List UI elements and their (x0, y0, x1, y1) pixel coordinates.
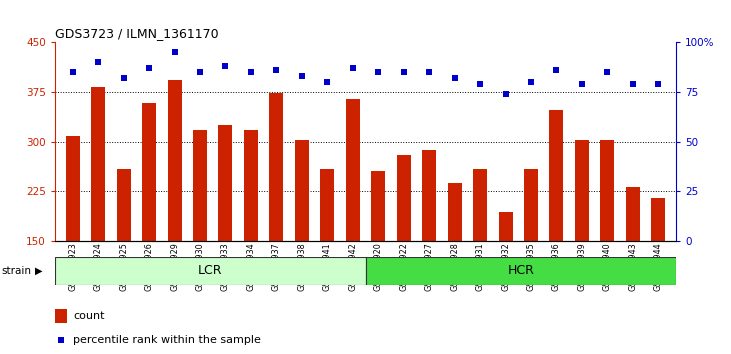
Point (322, 79, 333, 85)
Bar (397, 155, 411, 241)
Point (449, 75, 461, 81)
Point (653, 81, 664, 87)
Point (194, 69, 206, 75)
Text: GDS3723 / ILMN_1361170: GDS3723 / ILMN_1361170 (55, 27, 219, 40)
Point (245, 69, 257, 75)
Point (602, 69, 613, 75)
Bar (473, 169, 487, 241)
Bar (91, 87, 105, 241)
Bar (346, 99, 360, 241)
Bar (600, 140, 615, 241)
Point (550, 67, 562, 73)
Point (500, 91, 512, 97)
Bar (244, 130, 258, 241)
Point (474, 81, 486, 87)
Text: HCR: HCR (507, 264, 534, 277)
Point (219, 63, 231, 69)
Bar (295, 140, 308, 241)
Point (67, 69, 78, 75)
Bar (142, 103, 156, 241)
Point (627, 81, 639, 87)
Bar (447, 183, 462, 241)
Point (55, 337, 67, 343)
Point (296, 73, 308, 79)
Text: percentile rank within the sample: percentile rank within the sample (73, 335, 262, 345)
Point (525, 79, 537, 85)
Point (143, 65, 155, 71)
Text: count: count (73, 311, 105, 321)
Bar (366, 257, 676, 285)
Bar (371, 171, 385, 241)
Bar (55, 257, 366, 285)
Bar (219, 125, 232, 241)
Bar (423, 149, 436, 241)
Point (118, 75, 129, 81)
Bar (320, 169, 334, 241)
Point (169, 50, 181, 55)
Bar (193, 130, 207, 241)
Bar (66, 136, 80, 241)
Point (423, 69, 435, 75)
Text: LCR: LCR (198, 264, 222, 277)
Bar (55, 309, 67, 323)
Point (92, 59, 104, 65)
Bar (550, 110, 564, 241)
Bar (116, 169, 131, 241)
Bar (524, 169, 538, 241)
Point (576, 81, 588, 87)
Point (372, 69, 384, 75)
Point (270, 67, 282, 73)
Bar (651, 198, 665, 241)
Point (347, 65, 359, 71)
Text: strain: strain (1, 266, 31, 276)
Bar (626, 187, 640, 241)
Bar (167, 80, 181, 241)
Text: ▶: ▶ (35, 266, 42, 276)
Bar (575, 140, 589, 241)
Bar (269, 93, 284, 241)
Bar (499, 212, 512, 241)
Point (398, 69, 409, 75)
